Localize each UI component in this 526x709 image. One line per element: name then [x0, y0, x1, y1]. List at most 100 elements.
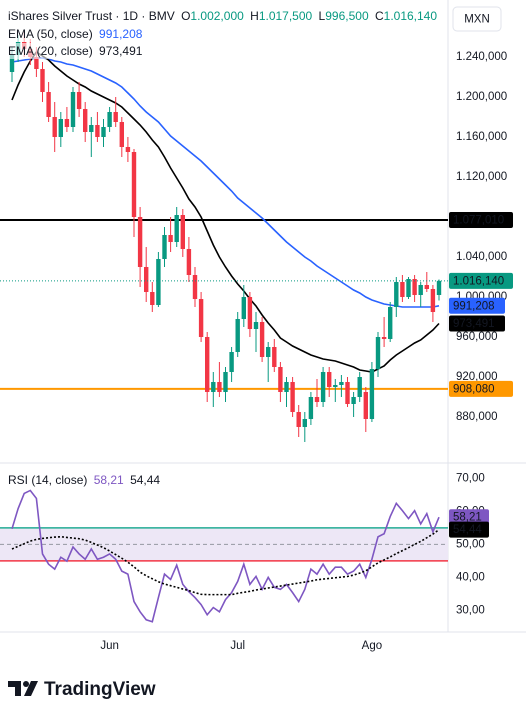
price-legend: iShares Silver Trust · 1D · BMV O1.002,0… — [8, 8, 441, 24]
candle-body — [119, 122, 124, 147]
ema50-legend: EMA (50, close) 991,208 — [8, 26, 146, 42]
candle-body — [52, 117, 57, 137]
candle-body — [296, 412, 301, 427]
currency: MXN — [464, 14, 490, 26]
candle-body — [357, 377, 362, 397]
price-tag — [449, 509, 489, 526]
candle-body — [137, 217, 143, 267]
price-tag — [449, 380, 513, 397]
price-tag-label: 1.016,140 — [453, 275, 504, 287]
candle-body — [247, 297, 253, 329]
candle-body — [180, 215, 185, 249]
candle-body — [290, 382, 295, 412]
price-tag-label: 908,080 — [453, 383, 495, 395]
logo-slash — [24, 681, 38, 696]
candle-body — [339, 382, 344, 385]
candle-body — [64, 119, 70, 127]
candle-body — [406, 279, 411, 297]
legend-name: RSI (14, close) — [8, 473, 88, 487]
candle-body — [345, 382, 350, 404]
ohlc-value: 1.016,140 — [383, 9, 438, 23]
candle-body — [381, 337, 387, 339]
candle-body — [363, 392, 368, 419]
candle-body — [211, 382, 216, 392]
candle-body — [144, 267, 149, 292]
candle-body — [76, 92, 82, 109]
candle-body — [266, 347, 271, 357]
legend-value: 991,208 — [99, 27, 143, 41]
candle-body — [192, 275, 198, 299]
x-tick-label: Jul — [230, 640, 245, 652]
y-tick-label: 1.160,000 — [456, 131, 507, 143]
price-tag-label: 991,208 — [453, 300, 495, 312]
currency-box — [452, 6, 502, 32]
candle-body — [400, 282, 405, 297]
candle-body — [83, 109, 88, 132]
candle-body — [418, 285, 423, 295]
candle-body — [46, 92, 51, 117]
candle-body — [320, 372, 326, 402]
candle-body — [369, 369, 375, 419]
candle-body — [174, 215, 179, 242]
y-tick-label: 1.240,000 — [456, 51, 507, 63]
ohlc-key: C — [374, 9, 384, 23]
candle-body — [58, 119, 63, 137]
y-tick-label: 960,000 — [456, 331, 498, 343]
y-tick-label: 1.120,000 — [456, 171, 507, 183]
y-tick-label: 880,000 — [456, 411, 498, 423]
ohlc-value: 1.002,000 — [190, 9, 244, 23]
price-tag — [449, 521, 489, 538]
candle-body — [272, 347, 277, 367]
candle-body — [217, 382, 222, 392]
ohlc-key: H — [250, 9, 259, 23]
candle-body — [125, 147, 131, 152]
candle-body — [302, 419, 307, 427]
y-tick-label: 1.200,000 — [456, 91, 507, 103]
candle-body — [278, 367, 283, 392]
rsi-legend: RSI (14, close) 58,21 54,44 — [8, 472, 164, 488]
candle-body — [241, 297, 246, 319]
ema-line — [11, 50, 440, 373]
candle-body — [223, 372, 228, 392]
logo-mark — [8, 681, 21, 696]
ohlc-value: 1.017,500 — [258, 9, 313, 23]
rsi-line — [11, 529, 440, 596]
candle-body — [205, 337, 210, 392]
candle-body — [89, 125, 94, 132]
candle-body — [9, 55, 15, 72]
candle-body — [327, 372, 332, 387]
candle-body — [235, 319, 240, 352]
candle-body — [34, 57, 39, 69]
y-tick-label: 30,00 — [456, 605, 485, 617]
candle-body — [436, 280, 442, 295]
price-tag-label: 973,491 — [453, 318, 495, 330]
y-tick-label: 1.040,000 — [456, 251, 507, 263]
candle-body — [424, 285, 429, 289]
y-tick-label: 40,00 — [456, 571, 485, 583]
rsi-line — [11, 489, 440, 623]
candle-body — [150, 292, 155, 305]
ema-line — [11, 57, 440, 308]
candle-body — [40, 69, 45, 92]
brand: TradingView — [44, 679, 156, 700]
candle-body — [375, 337, 381, 369]
ema20-legend: EMA (20, close) 973,491 — [8, 43, 146, 59]
candle-body — [430, 289, 436, 312]
price-tag — [449, 272, 513, 289]
candle-body — [107, 112, 112, 127]
x-tick-label: Ago — [362, 640, 382, 652]
legend-name: EMA (50, close) — [8, 27, 93, 41]
candle-body — [412, 279, 417, 295]
candle-body — [70, 92, 76, 127]
candle-body — [162, 235, 167, 259]
candle-body — [198, 299, 204, 337]
symbol-title: iShares Silver Trust · 1D · BMV — [8, 9, 175, 23]
y-tick-label: 920,000 — [456, 371, 498, 383]
y-tick-label: 70,00 — [456, 472, 485, 484]
candle-body — [113, 112, 118, 122]
price-tag — [449, 297, 505, 314]
legend-value: 58,21 — [93, 473, 124, 487]
candle-body — [101, 127, 106, 137]
